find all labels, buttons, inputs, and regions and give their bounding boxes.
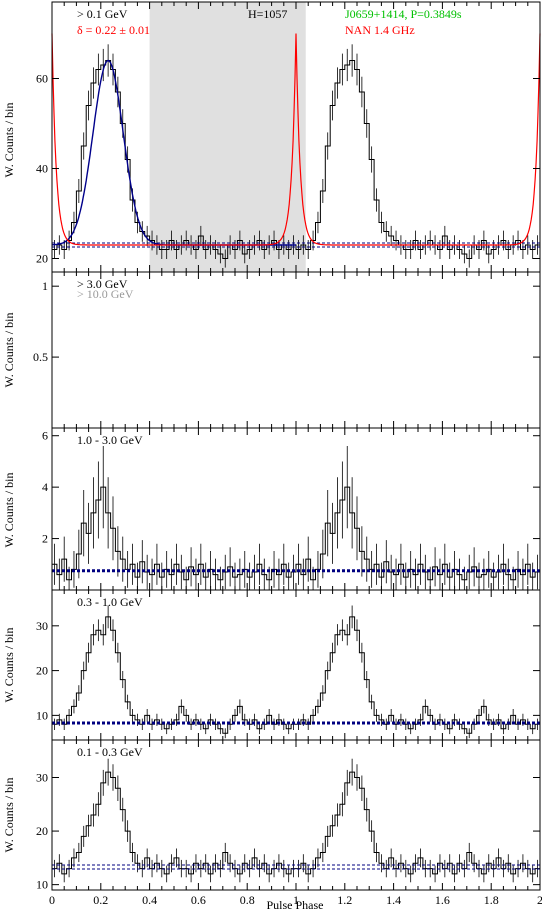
y-tick-label: 4	[42, 480, 48, 494]
x-tick-label: 0	[49, 893, 55, 907]
x-tick-label: 1.8	[484, 893, 499, 907]
y-tick-label: 10	[36, 708, 48, 722]
panel-3: 2 4 6 1.0 - 3.0 GeV	[42, 427, 541, 591]
x-tick-label: 0.8	[240, 893, 255, 907]
x-tick-label: 0.4	[142, 893, 157, 907]
y-tick-label: 0.5	[33, 350, 48, 364]
x-axis-label: Pulse Phase	[267, 898, 324, 912]
delta-label: δ = 0.22 ± 0.01	[77, 23, 150, 37]
energy-label-2: > 10.0 GeV	[77, 287, 134, 301]
panel-4: 10 20 30 0.3 - 1.0 GeV	[36, 589, 541, 741]
y-axis-label-2: W. Counts / bin	[2, 313, 16, 388]
energy-label: 1.0 - 3.0 GeV	[77, 433, 143, 447]
panel-frame	[51, 589, 541, 741]
panel-5: 10 20 30 0.1 - 0.3 GeV	[36, 739, 541, 892]
x-tick-label: 2	[537, 893, 542, 907]
histogram-series	[52, 771, 540, 875]
radio-profile	[51, 33, 541, 246]
y-tick-label: 30	[36, 771, 48, 785]
panel-1: 20 40 60 > 0.1 GeV δ = 0.22 ± 0.01 H=1057 J065…	[36, 1, 541, 273]
y-tick-label: 30	[36, 619, 48, 633]
pulsar-label: J0659+1414, P=0.3849s	[345, 7, 462, 21]
histogram-series	[52, 486, 540, 581]
energy-label: > 3.0 GeV	[77, 277, 128, 291]
y-tick-label: 1	[42, 279, 48, 293]
y-tick-label: 20	[36, 252, 48, 266]
y-tick-label: 10	[36, 878, 48, 892]
y-tick-label: 20	[36, 664, 48, 678]
y-tick-label: 60	[36, 72, 48, 86]
y-tick-label: 40	[36, 162, 48, 176]
x-tick-label: 1	[293, 893, 299, 907]
x-tick-label: 1.2	[337, 893, 352, 907]
y-tick-label: 2	[42, 532, 48, 546]
energy-label: 0.3 - 1.0 GeV	[77, 595, 143, 609]
x-tick-label: 1.6	[435, 893, 450, 907]
x-tick-label: 0.2	[93, 893, 108, 907]
y-axis-label-4: W. Counts / bin	[2, 628, 16, 703]
y-axis-label-3: W. Counts / bin	[2, 473, 16, 548]
energy-label: > 0.1 GeV	[77, 7, 128, 21]
y-tick-label: 6	[42, 429, 48, 443]
histogram-series	[52, 616, 540, 734]
panel-2: 0.5 1 > 3.0 GeV> 10.0 GeV	[33, 271, 541, 429]
x-tick-label: 0.6	[191, 893, 206, 907]
energy-label: 0.1 - 0.3 GeV	[77, 745, 143, 759]
y-axis-label-5: W. Counts / bin	[2, 778, 16, 853]
off-pulse-highlight	[149, 2, 306, 272]
y-axis-label-top: W. Counts / bin	[2, 103, 16, 178]
x-tick-label: 1.4	[386, 893, 401, 907]
radio-label: NAN 1.4 GHz	[345, 23, 415, 37]
y-tick-label: 20	[36, 824, 48, 838]
h-test-label: H=1057	[248, 7, 287, 21]
